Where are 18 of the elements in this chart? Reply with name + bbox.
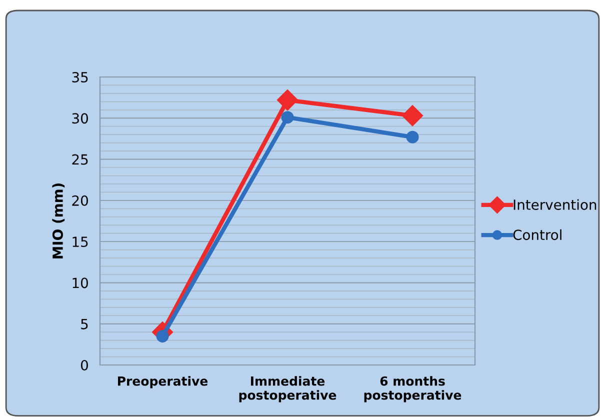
y-tick-label: 15 (72, 236, 88, 248)
point (276, 90, 298, 111)
y-tick-label: 25 (72, 154, 88, 165)
y-axis-title: MIO (mm) (52, 184, 65, 258)
y-tick-label: 20 (72, 195, 88, 206)
point (402, 105, 424, 126)
point (281, 111, 294, 124)
point (406, 130, 419, 144)
legend-label: Control (513, 229, 562, 240)
y-tick-label: 35 (72, 72, 88, 82)
legend-label: Intervention (514, 199, 596, 210)
x-tick-label: Preoperative (118, 376, 208, 388)
y-tick-label: 5 (81, 319, 88, 330)
x-tick-label: Immediate postoperative (239, 376, 336, 402)
y-tick-label: 0 (80, 360, 88, 370)
y-tick-label: 30 (72, 113, 88, 124)
x-tick-label: 6 months postoperative (364, 376, 462, 402)
y-tick-label: 10 (72, 278, 88, 288)
